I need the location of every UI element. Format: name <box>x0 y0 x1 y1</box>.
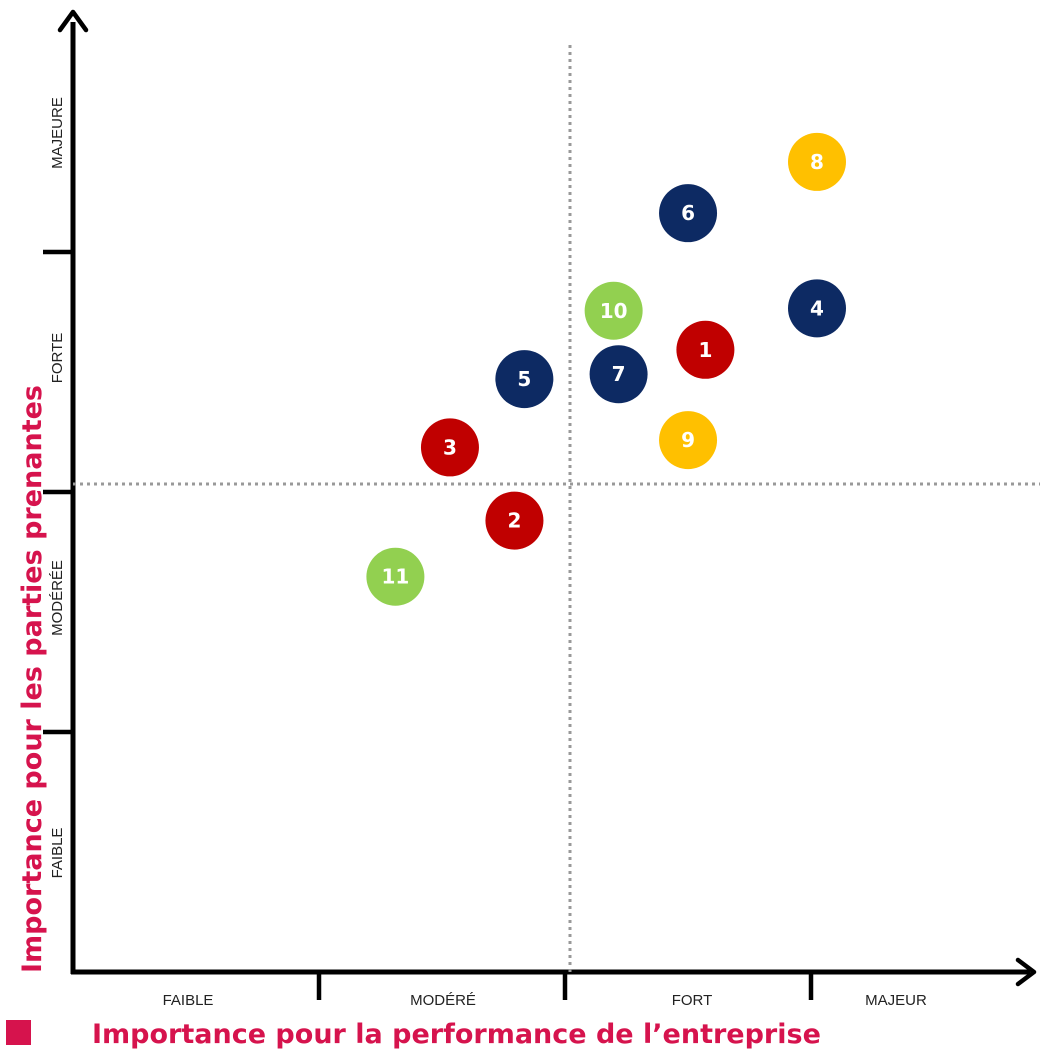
data-point-label: 3 <box>443 435 457 459</box>
y-tick-label: MAJEURE <box>49 97 66 169</box>
data-point-marker <box>485 491 544 550</box>
y-tick-label: FORTE <box>49 333 66 384</box>
y-axis-arrow <box>57 9 89 33</box>
data-point: 7 <box>589 345 648 404</box>
data-point-marker <box>659 184 718 243</box>
data-point-label: 2 <box>507 509 521 533</box>
data-point: 11 <box>366 547 425 606</box>
y-tick-label: FAIBLE <box>49 828 66 879</box>
data-point-marker <box>589 345 648 404</box>
data-point-label: 11 <box>381 565 409 589</box>
y-tick-labels: FAIBLE MODÉRÉE FORTE MAJEURE <box>49 97 66 878</box>
data-point-marker <box>420 418 479 477</box>
data-point-label: 7 <box>612 362 626 386</box>
data-point-label: 8 <box>810 150 824 174</box>
data-point: 10 <box>584 281 643 340</box>
x-tick-labels: FAIBLE MODÉRÉ FORT MAJEUR <box>163 992 927 1009</box>
data-point-marker <box>584 281 643 340</box>
data-point: 3 <box>420 418 479 477</box>
reference-lines <box>73 45 1040 972</box>
data-point-label: 10 <box>600 299 628 323</box>
data-point-label: 6 <box>681 201 695 225</box>
data-point-marker <box>659 411 718 470</box>
data-points: 1 2 3 4 5 6 7 8 9 10 11 <box>366 132 846 606</box>
data-point-marker <box>788 132 846 191</box>
x-tick-label: MODÉRÉ <box>410 992 476 1009</box>
x-tick-label: MAJEUR <box>865 992 927 1009</box>
y-tick-label: MODÉRÉE <box>49 560 66 636</box>
data-point-marker <box>788 279 846 338</box>
data-point-label: 1 <box>698 338 712 362</box>
axes <box>43 9 1037 1000</box>
data-point-marker <box>676 320 735 379</box>
y-axis-title: Importance pour les parties prenantes <box>17 385 48 973</box>
data-point-label: 4 <box>810 296 824 320</box>
data-point: 1 <box>676 320 735 379</box>
data-point-marker <box>366 547 425 606</box>
legend-square <box>6 1020 31 1045</box>
data-point: 2 <box>485 491 544 550</box>
data-point: 8 <box>788 132 846 191</box>
data-point-label: 5 <box>517 367 531 391</box>
data-point: 6 <box>659 184 718 243</box>
data-point-label: 9 <box>681 428 695 452</box>
x-tick-label: FORT <box>672 992 713 1009</box>
data-point-marker <box>495 350 554 409</box>
x-tick-label: FAIBLE <box>163 992 214 1009</box>
x-axis-title: Importance pour la performance de l’entr… <box>92 1019 821 1050</box>
x-axis-arrow <box>1015 957 1037 987</box>
data-point: 9 <box>659 411 718 470</box>
data-point: 4 <box>788 279 846 338</box>
data-point: 5 <box>495 350 554 409</box>
